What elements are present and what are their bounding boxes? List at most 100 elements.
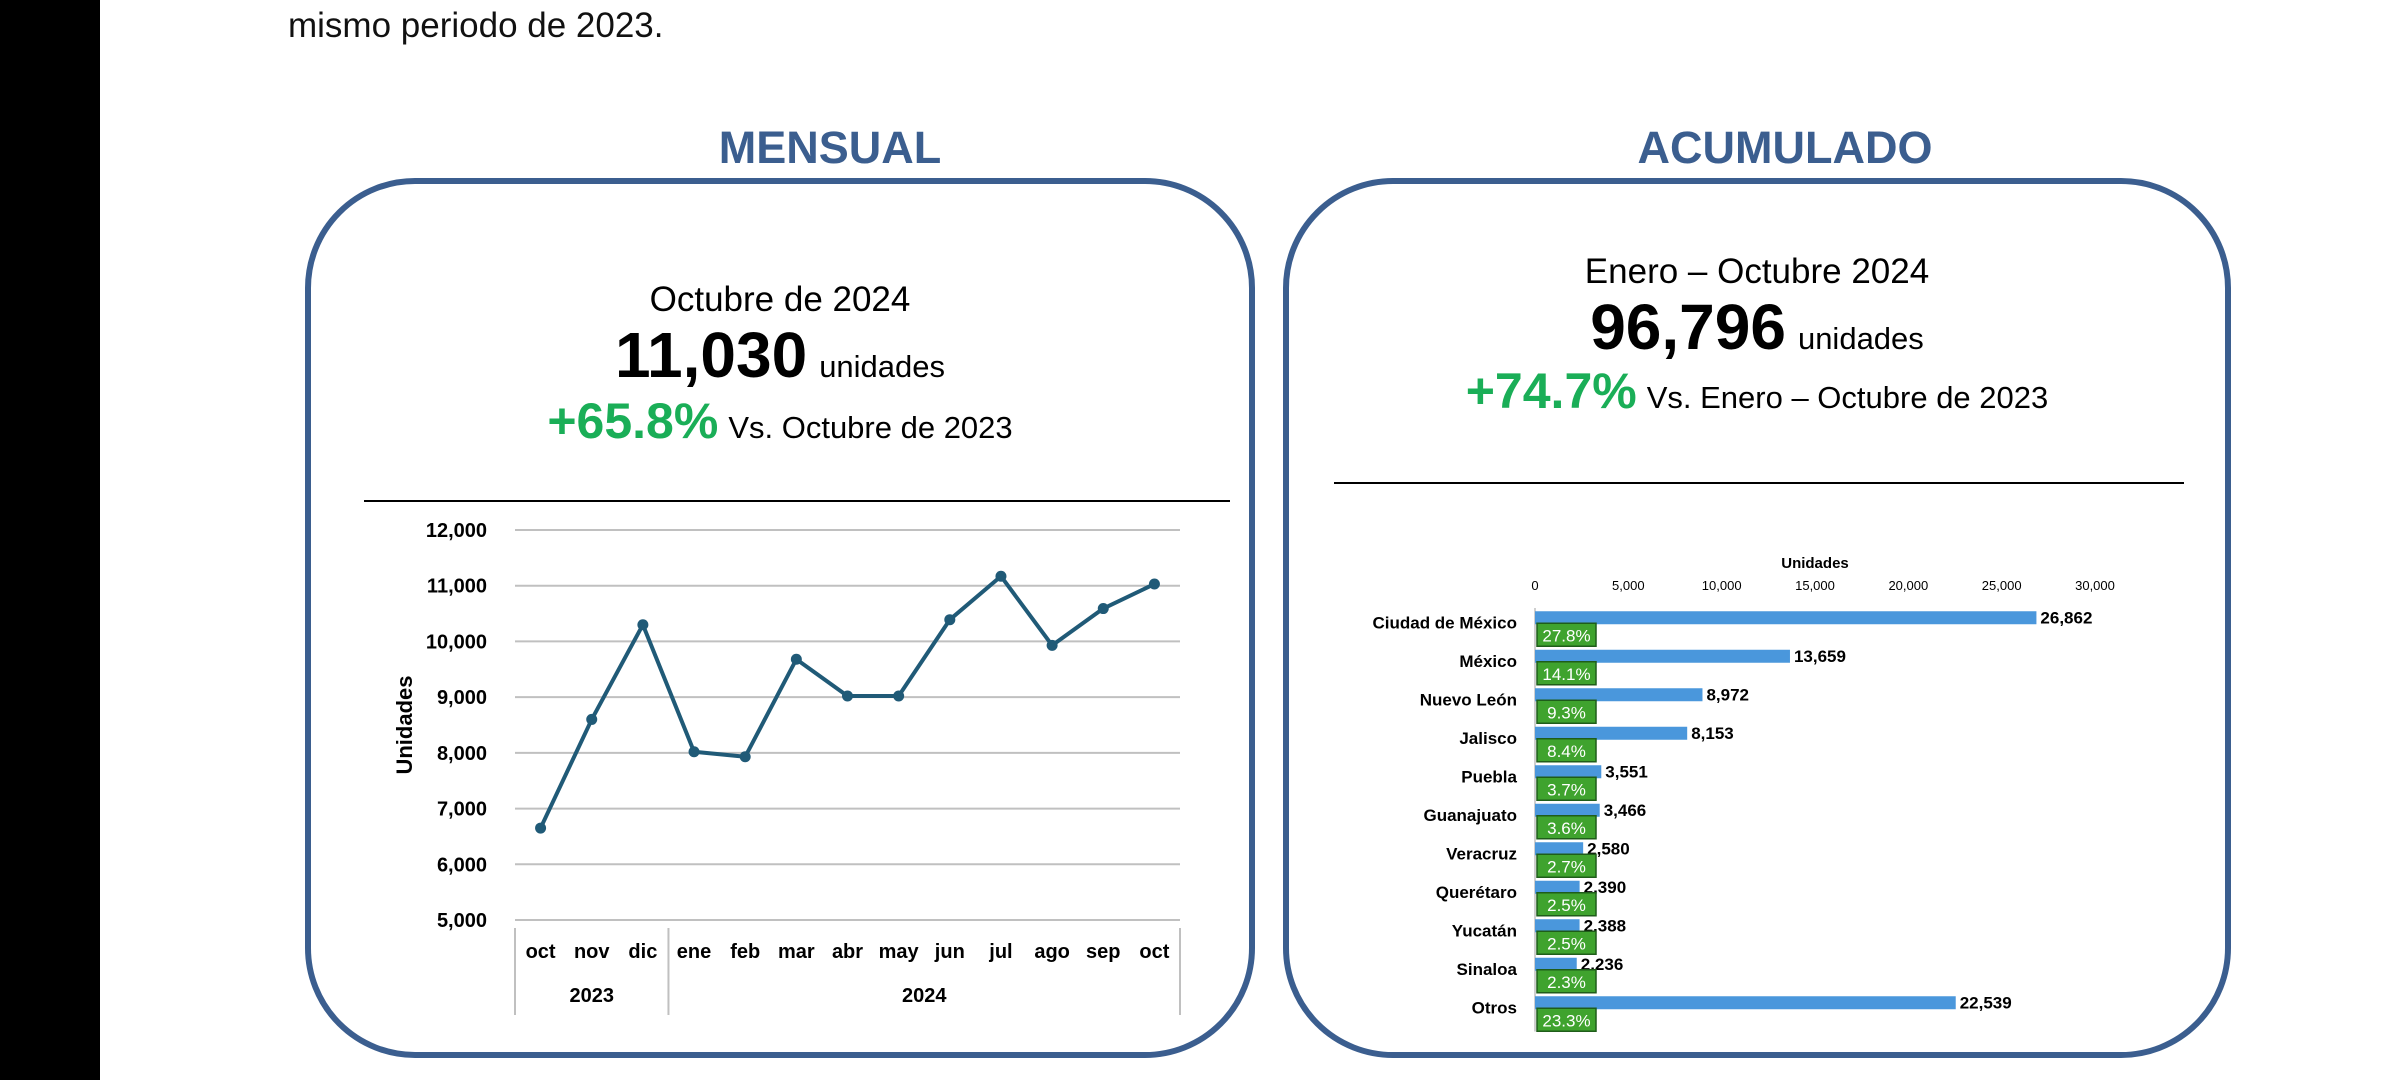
x-group-label: 2024 [902, 985, 947, 1007]
cumulative-unit: unidades [1797, 321, 1924, 356]
value-label: 26,862 [2040, 608, 2092, 627]
x-tick-label: sep [1086, 941, 1120, 963]
bar [1535, 842, 1584, 856]
share-badge [1536, 853, 1597, 878]
bar [1535, 649, 1790, 663]
share-label: 9.3% [1547, 703, 1586, 722]
share-badge [1536, 815, 1597, 840]
value-label: 2,580 [1587, 839, 1630, 858]
share-label: 2.3% [1547, 973, 1586, 992]
y-tick-label: 12,000 [426, 520, 487, 542]
x-tick-label: oct [526, 941, 556, 963]
cumulative-value: 96,796 [1590, 291, 1786, 363]
category-label: Puebla [1461, 767, 1517, 786]
data-point [1046, 639, 1058, 651]
bar [1535, 996, 1956, 1010]
y-tick-label: 8,000 [437, 743, 487, 765]
cumulative-period: Enero – Octubre 2024 [1584, 252, 1930, 291]
category-label: Querétaro [1436, 883, 1517, 902]
bar [1535, 803, 1600, 817]
share-badge [1536, 892, 1597, 917]
share-label: 27.8% [1542, 626, 1590, 645]
y-tick-label: 6,000 [437, 854, 487, 876]
y-tick-label: 7,000 [437, 799, 487, 821]
category-label: Ciudad de México [1372, 613, 1517, 632]
category-label: Jalisco [1459, 729, 1517, 748]
category-label: Guanajuato [1423, 806, 1517, 825]
monthly-unit: unidades [819, 349, 946, 384]
monthly-change: +65.8% [547, 393, 719, 449]
data-point [535, 822, 547, 834]
share-badge [1536, 622, 1597, 647]
share-label: 14.1% [1542, 665, 1590, 684]
x-tick-label: jul [988, 941, 1012, 963]
bar [1535, 611, 2037, 625]
bar [1535, 765, 1602, 779]
x-tick-label: 0 [1531, 578, 1538, 593]
category-label: Sinaloa [1457, 960, 1518, 979]
x-group-label: 2023 [569, 985, 614, 1007]
y-axis-label: Unidades [392, 675, 417, 774]
category-label: Otros [1472, 998, 1517, 1017]
x-tick-label: oct [1139, 941, 1169, 963]
category-label: Yucatán [1452, 921, 1517, 940]
value-label: 3,551 [1605, 762, 1648, 781]
share-badge [1536, 1007, 1597, 1032]
bar [1535, 688, 1703, 702]
x-tick-label: 10,000 [1702, 578, 1742, 593]
monthly-value: 11,030 [614, 319, 808, 391]
bar [1535, 957, 1577, 971]
data-point [637, 619, 649, 631]
share-badge [1536, 699, 1597, 724]
bar [1535, 880, 1580, 894]
share-badge [1536, 969, 1597, 994]
share-label: 2.5% [1547, 896, 1586, 915]
y-tick-label: 10,000 [426, 631, 487, 653]
data-point [688, 746, 700, 758]
value-label: 13,659 [1794, 647, 1846, 666]
cumulative-panel: Enero – Octubre 2024 96,796 unidades +74.… [1283, 178, 2231, 1058]
x-tick-label: mar [778, 941, 815, 963]
monthly-change-line: +65.8% Vs. Octubre de 2023 [311, 392, 1249, 450]
x-tick-label: 25,000 [1982, 578, 2022, 593]
x-tick-label: 20,000 [1888, 578, 1928, 593]
cumulative-comparison: Vs. Enero – Octubre de 2023 [1646, 380, 2049, 415]
x-tick-label: abr [832, 941, 863, 963]
value-label: 8,153 [1691, 724, 1734, 743]
value-label: 22,539 [1960, 993, 2012, 1012]
data-point [1097, 603, 1109, 615]
share-label: 3.7% [1547, 780, 1586, 799]
x-tick-label: 15,000 [1795, 578, 1835, 593]
value-label: 3,466 [1604, 801, 1647, 820]
y-tick-label: 11,000 [427, 576, 487, 598]
share-label: 2.5% [1547, 934, 1586, 953]
category-label: Nuevo León [1420, 690, 1517, 709]
share-label: 8.4% [1547, 742, 1586, 761]
data-point [893, 690, 905, 702]
share-badge [1536, 661, 1597, 686]
x-tick-label: ene [677, 941, 711, 963]
share-label: 23.3% [1542, 1011, 1590, 1030]
left-black-bar [0, 0, 100, 1080]
value-label: 8,972 [1706, 685, 1749, 704]
y-tick-label: 9,000 [437, 687, 487, 709]
cumulative-section-title: ACUMULADO [1637, 122, 1933, 173]
cumulative-change: +74.7% [1465, 363, 1637, 419]
intro-text: mismo periodo de 2023. [288, 6, 664, 45]
share-label: 2.7% [1547, 857, 1586, 876]
cumulative-divider [1334, 482, 2184, 484]
category-label: México [1459, 652, 1517, 671]
x-tick-label: ago [1034, 941, 1070, 963]
data-point [995, 570, 1007, 582]
cumulative-value-line: 96,796 unidades [1289, 290, 2225, 364]
x-tick-label: 30,000 [2075, 578, 2115, 593]
data-point [790, 653, 802, 665]
share-badge [1536, 930, 1597, 955]
share-label: 3.6% [1547, 819, 1586, 838]
x-tick-label: nov [574, 941, 610, 963]
bar [1535, 919, 1580, 933]
monthly-section-title: MENSUAL [718, 122, 942, 173]
x-axis-label: Unidades [1781, 555, 1849, 572]
x-tick-label: feb [730, 941, 760, 963]
x-tick-label: dic [628, 941, 657, 963]
